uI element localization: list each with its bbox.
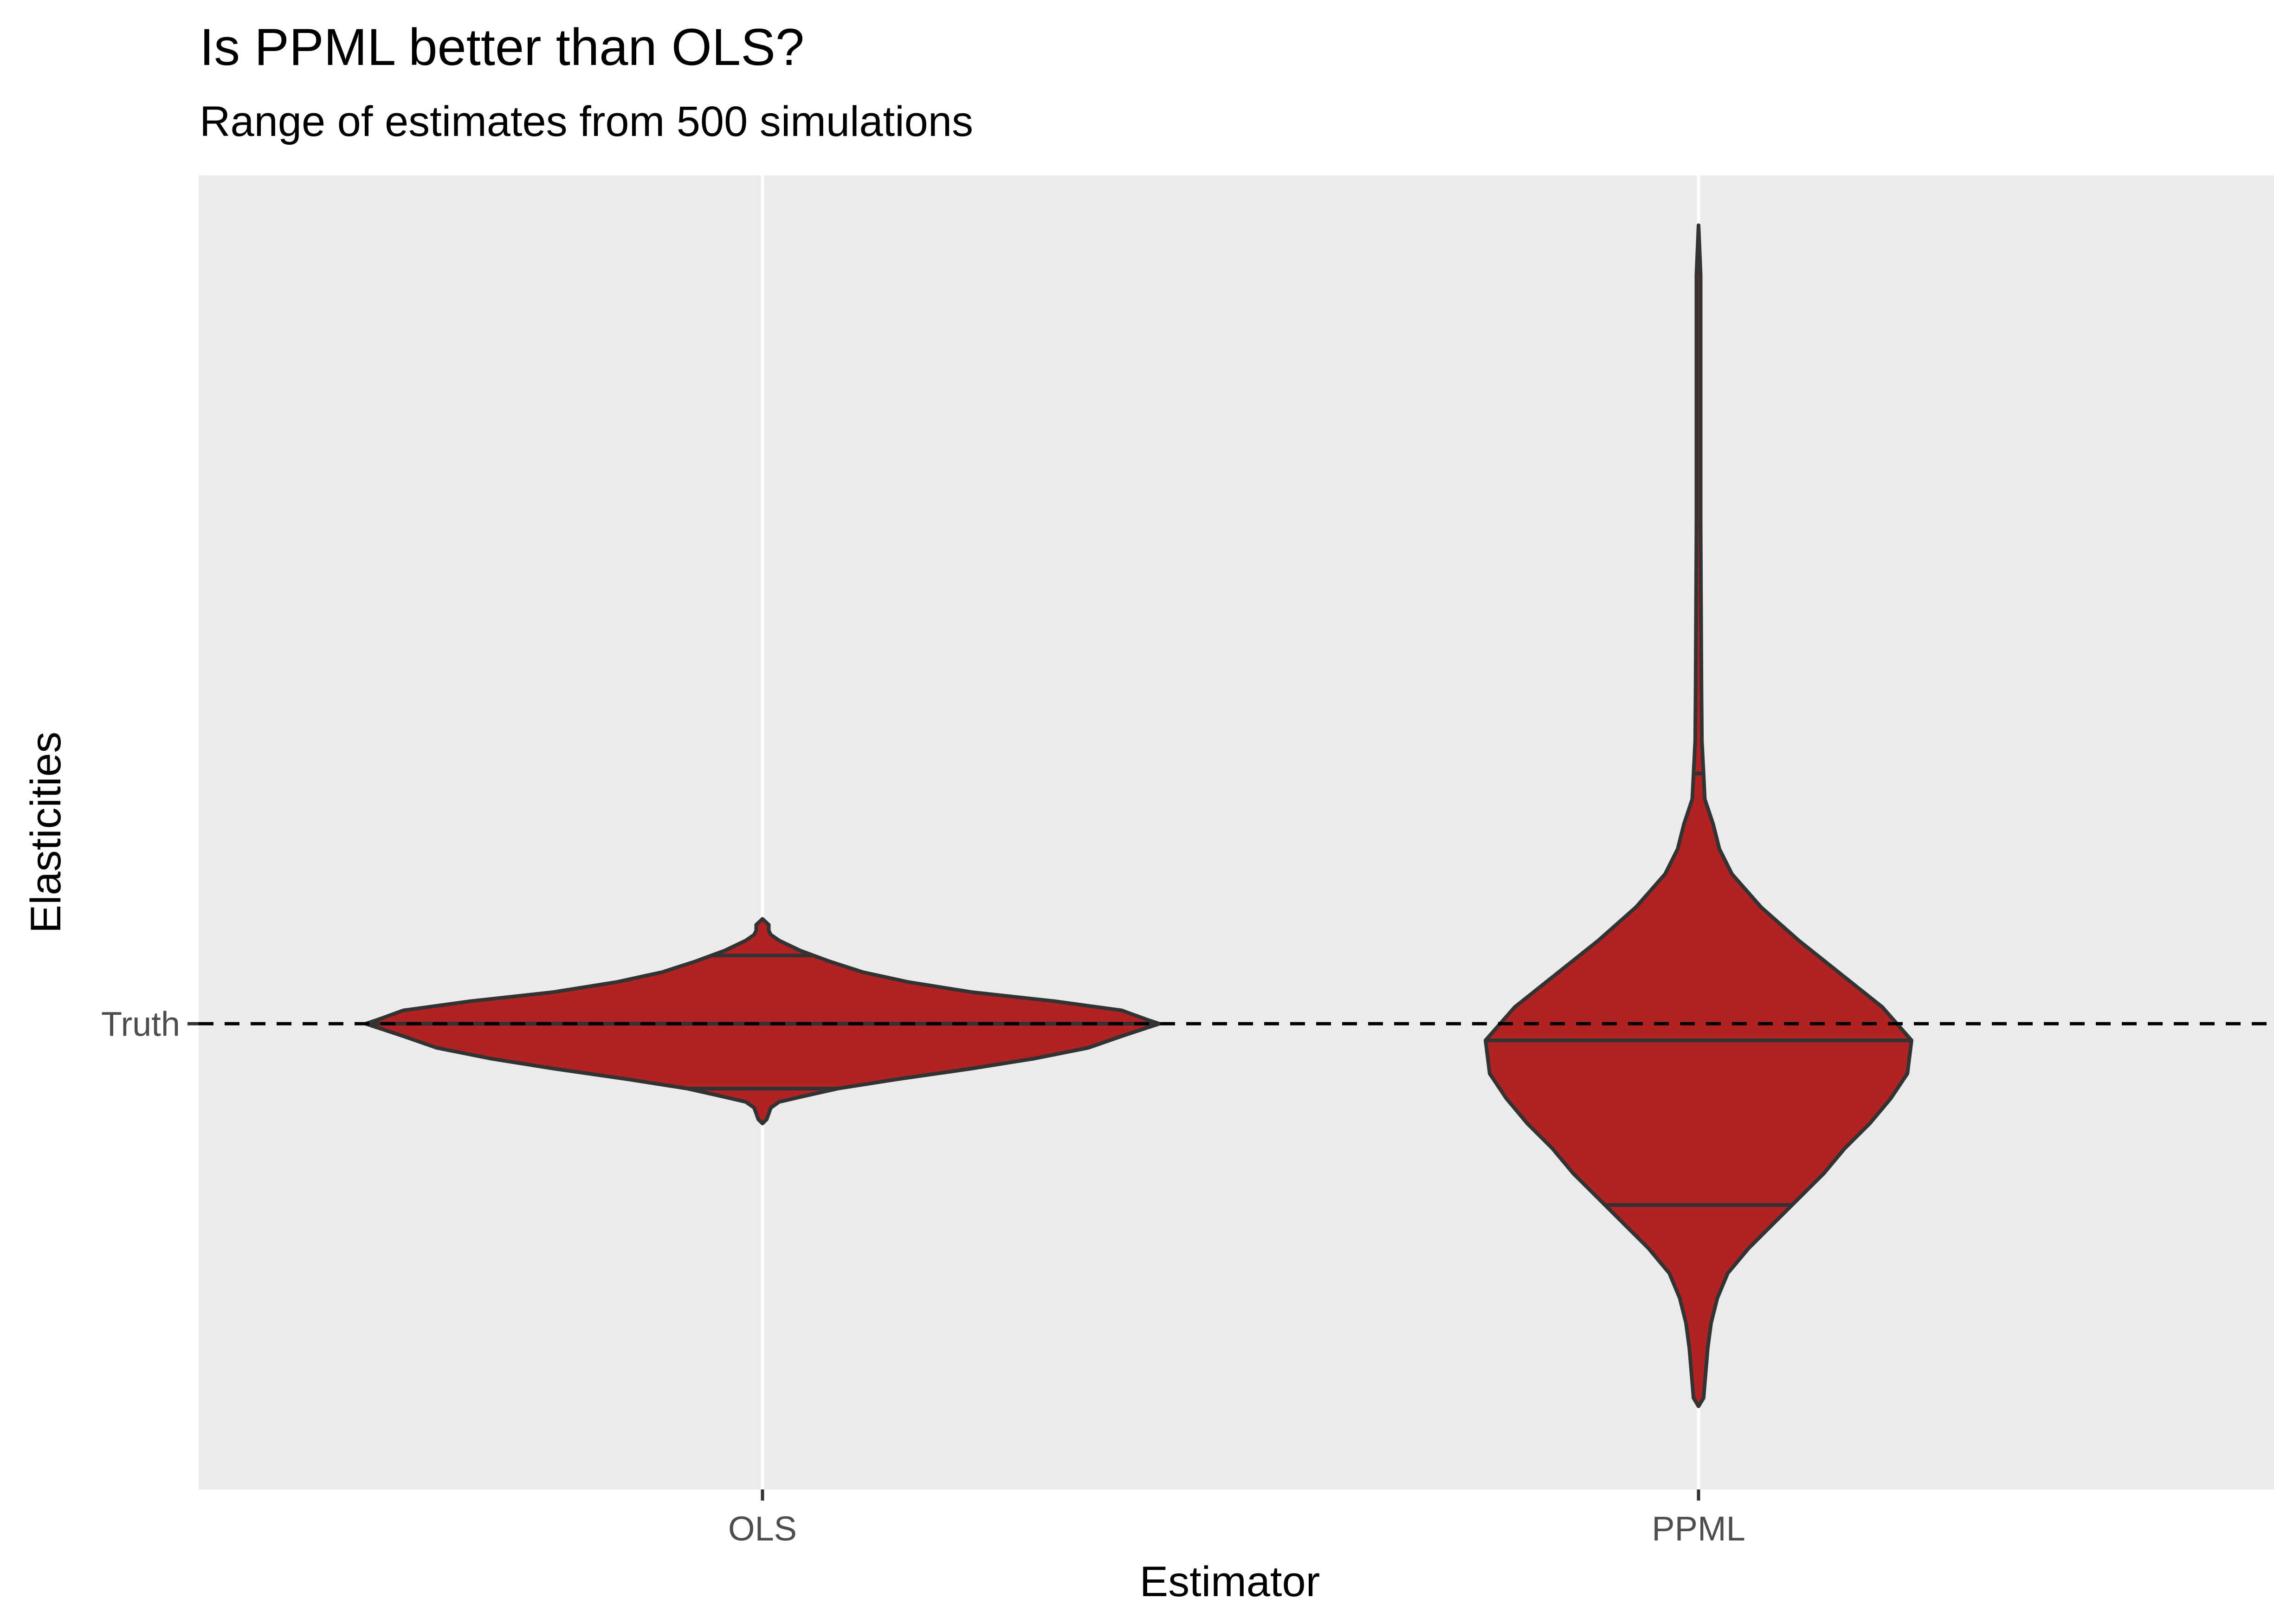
x-axis-title: Estimator bbox=[1140, 1558, 1320, 1605]
axes: Truth OLS PPML bbox=[101, 1005, 1745, 1548]
chart-subtitle: Range of estimates from 500 simulations bbox=[200, 98, 973, 145]
plot-panel-background bbox=[199, 175, 2274, 1489]
x-tick-label-ppml: PPML bbox=[1652, 1509, 1745, 1548]
y-tick-label-0: Truth bbox=[101, 1005, 180, 1043]
x-tick-label-ols: OLS bbox=[728, 1509, 797, 1548]
violin-ols bbox=[364, 917, 1161, 1126]
violin-ppml bbox=[1484, 223, 1913, 1408]
y-axis-title: Elasticities bbox=[22, 732, 70, 934]
chart-title: Is PPML better than OLS? bbox=[200, 18, 804, 76]
